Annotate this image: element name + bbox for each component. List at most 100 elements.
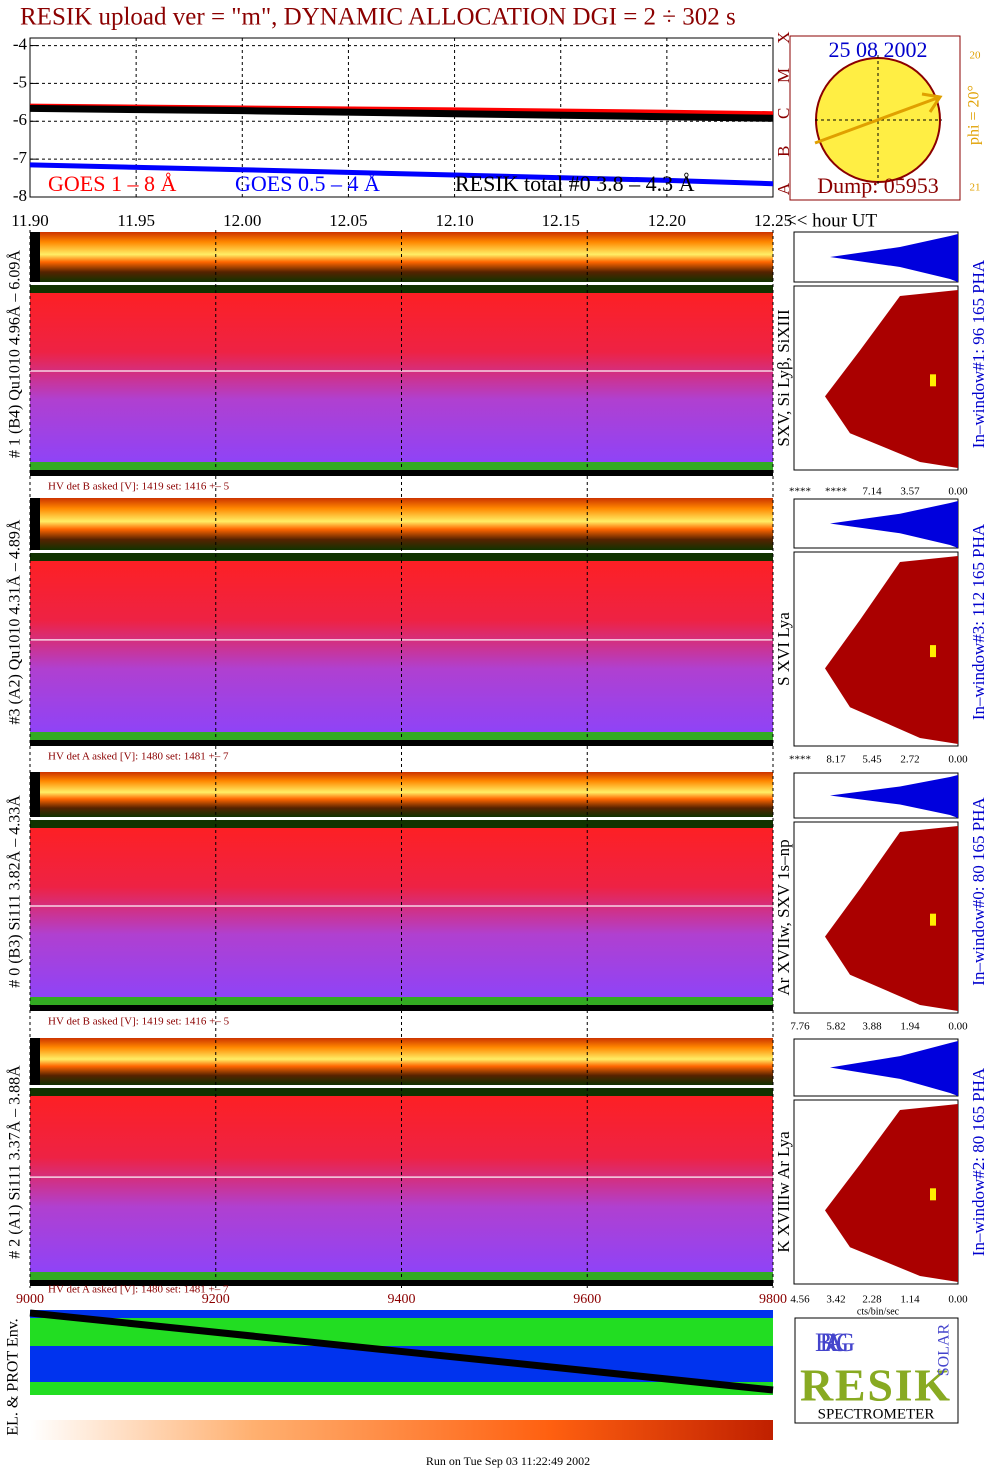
x-tick-label: 12.05	[329, 211, 367, 230]
pha-tick-label: 7.76	[790, 1021, 810, 1033]
y-tick-label: -6	[13, 110, 27, 129]
y-tick-label: -4	[13, 34, 28, 53]
legend-entry: GOES 0.5 – 4 Å	[235, 171, 380, 196]
x-axis-label: << hour UT	[786, 210, 877, 231]
y-tick-label: -7	[13, 148, 28, 167]
hv-label: HV det B asked [V]: 1419 set: 1416 +– 5	[48, 481, 230, 493]
pha-tick-label: 3.88	[862, 1021, 882, 1033]
goes-class: A	[774, 182, 793, 195]
pha-tick-label: ****	[789, 486, 811, 498]
sun-arrow-head	[921, 92, 943, 113]
pha-shape	[825, 556, 958, 744]
x-tick-label: 9400	[388, 1292, 416, 1307]
x-tick-label: 12.15	[542, 211, 580, 230]
logo-frame	[794, 1317, 959, 1424]
pha-shape	[830, 501, 958, 548]
pha-tick-label: 0.00	[948, 1294, 968, 1306]
x-tick-label: 9200	[202, 1292, 230, 1307]
goes-class: C	[774, 108, 793, 119]
panel-label: # 0 (B3) Si111 3.82Å – 4.33Å	[6, 795, 24, 988]
window-label: In–window#0: 80 165 PHA	[969, 797, 988, 986]
pha-tick-label: 0.00	[948, 486, 968, 498]
logo-solar: SOLAR	[936, 1323, 953, 1376]
x-tick-label: 12.20	[648, 211, 686, 230]
series-line	[29, 104, 774, 122]
pha-tick-label: 3.57	[900, 486, 920, 498]
pha-shape	[825, 290, 958, 468]
panel-label: #3 (A2) Qu1010 4.31Å – 4.89Å	[6, 519, 24, 724]
line-ids: SXV, Si Lyβ, SiXIII	[774, 309, 793, 447]
phi-tick: 20	[970, 50, 982, 62]
x-tick-label: 9600	[573, 1292, 601, 1307]
x-tick-label: 11.95	[117, 211, 155, 230]
window-label: In–window#1: 96 165 PHA	[969, 259, 988, 448]
pha-tick-label: 4.56	[790, 1294, 810, 1306]
spectrogram-band	[30, 285, 773, 293]
series-line	[29, 162, 774, 187]
x-tick-label: 11.90	[11, 211, 49, 230]
spectrogram-band	[30, 1088, 773, 1096]
line-ids: Ar XVIIw, SXV 1s–np	[774, 839, 793, 995]
logo-bragg: BRAGG	[815, 1328, 855, 1357]
footer: Run on Tue Sep 03 11:22:49 2002	[426, 1454, 590, 1468]
x-tick-label: 9800	[759, 1292, 787, 1307]
x-tick-label: 9000	[16, 1292, 44, 1307]
window-label: In–window#2: 80 165 PHA	[969, 1067, 988, 1256]
x-tick-label: 12.00	[223, 211, 261, 230]
hv-label: HV det A asked [V]: 1480 set: 1481 +– 7	[48, 751, 229, 763]
pha-marker	[930, 374, 936, 387]
y-tick-label: -5	[13, 72, 27, 91]
goes-class: M	[774, 68, 793, 83]
phi-tick: 21	[970, 182, 981, 194]
pha-unit: cts/bin/sec	[857, 1306, 900, 1317]
x-tick-label: 12.25	[754, 211, 792, 230]
legend-entry: GOES 1 – 8 Å	[48, 171, 176, 196]
panel-label: # 2 (A1) Si111 3.37Å – 3.88Å	[6, 1065, 24, 1259]
y-tick-label: -8	[13, 186, 27, 205]
pha-tick-label: 5.45	[862, 754, 882, 766]
pha-tick-label: 2.28	[862, 1294, 882, 1306]
pha-tick-label: 8.17	[826, 754, 846, 766]
pha-tick-label: ****	[789, 754, 811, 766]
line-ids: S XVI Lya	[774, 612, 793, 686]
pha-marker	[930, 1188, 936, 1201]
line-ids: K XVIIIw Ar Lya	[774, 1131, 793, 1253]
pha-tick-label: 7.14	[862, 486, 882, 498]
strip-edge	[30, 498, 40, 550]
legend-entry: RESIK total #0 3.8 – 4.3 Å	[455, 171, 695, 196]
sun-date: 25 08 2002	[829, 37, 928, 62]
pha-tick-label: 2.72	[900, 754, 919, 766]
pha-tick-label: 1.94	[900, 1021, 920, 1033]
pha-shape	[830, 234, 958, 282]
env-colorbar	[30, 1420, 773, 1440]
x-tick-label: 12.10	[435, 211, 473, 230]
hv-label: HV det A asked [V]: 1480 set: 1481 +– 7	[48, 1284, 229, 1296]
pha-tick-label: 5.82	[826, 1021, 845, 1033]
env-band	[30, 1382, 773, 1395]
strip-edge	[30, 232, 40, 282]
dump-label: Dump: 05953	[817, 173, 939, 198]
pha-tick-label: 1.14	[900, 1294, 920, 1306]
pha-tick-label: 0.00	[948, 754, 968, 766]
phi-label: phi = 20°	[966, 85, 983, 145]
sun-arrow	[814, 95, 941, 145]
env-label: EL. & PROT Env.	[5, 1318, 22, 1435]
pha-tick-label: 3.42	[826, 1294, 845, 1306]
window-label: In–window#3: 112 165 PHA	[969, 523, 988, 720]
pha-tick-label: ****	[825, 486, 847, 498]
goes-class: B	[774, 145, 793, 156]
logo-spectrometer: SPECTROMETER	[818, 1406, 935, 1422]
spectrogram-band	[30, 1005, 773, 1011]
pha-shape	[830, 775, 958, 818]
pha-marker	[930, 645, 936, 658]
pha-shape	[830, 1041, 958, 1096]
page-title: RESIK upload ver = "m", DYNAMIC ALLOCATI…	[20, 4, 736, 31]
strip-edge	[30, 772, 40, 817]
strip-edge	[30, 1038, 40, 1085]
logo-resik: RESIK	[800, 1360, 950, 1411]
hv-label: HV det B asked [V]: 1419 set: 1416 +– 5	[48, 1016, 230, 1028]
pha-shape	[825, 1104, 958, 1282]
pha-shape	[825, 826, 958, 1011]
panel-label: # 1 (B4) Qu1010 4.96Å – 6.09Å	[6, 250, 24, 458]
